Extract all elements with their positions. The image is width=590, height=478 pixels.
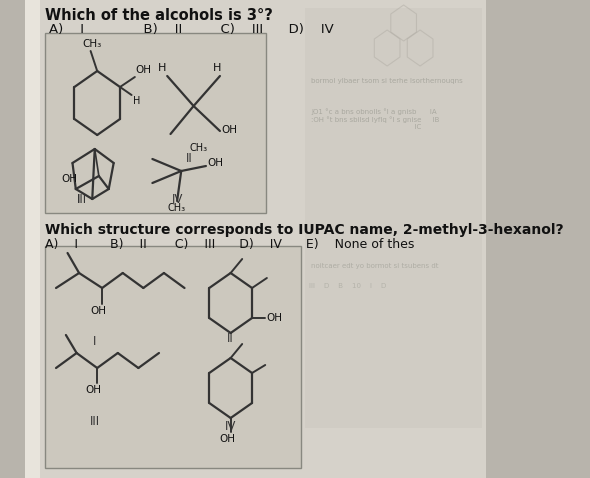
Text: OH: OH	[62, 174, 78, 184]
Text: OH: OH	[85, 385, 101, 395]
Text: OH: OH	[90, 306, 106, 316]
Text: IV: IV	[225, 420, 237, 433]
Text: II: II	[186, 152, 193, 165]
FancyBboxPatch shape	[45, 33, 266, 213]
Text: OH: OH	[266, 313, 282, 323]
Text: A)    I              B)    II         C)    III      D)    IV: A) I B) II C) III D) IV	[50, 23, 334, 36]
Text: A)    I        B)    II       C)    III      D)    IV      E)    None of thes: A) I B) II C) III D) IV E) None of thes	[45, 238, 415, 251]
FancyBboxPatch shape	[25, 0, 40, 478]
Text: CH₃: CH₃	[167, 203, 185, 213]
Text: III: III	[77, 193, 87, 206]
FancyBboxPatch shape	[45, 246, 301, 468]
Text: H: H	[158, 63, 166, 73]
Text: OH: OH	[219, 434, 235, 444]
FancyBboxPatch shape	[25, 0, 486, 478]
Text: I: I	[93, 335, 96, 348]
Text: IV: IV	[172, 193, 183, 206]
Text: JO1 °c a bns obnolls °l a gnisb      IA
:OH °t bns sbilsd lyflq °l s gnise     I: JO1 °c a bns obnolls °l a gnisb IA :OH °…	[312, 108, 440, 130]
Text: noitcaer edt yo bormot si tsubens dt: noitcaer edt yo bormot si tsubens dt	[312, 263, 439, 269]
Text: Which structure corresponds to IUPAC name, 2-methyl-3-hexanol?: Which structure corresponds to IUPAC nam…	[45, 223, 564, 237]
Text: H: H	[133, 96, 140, 106]
Text: II: II	[227, 332, 234, 345]
Text: OH: OH	[136, 65, 152, 75]
Text: I: I	[77, 193, 80, 206]
Text: OH: OH	[222, 125, 238, 135]
Text: CH₃: CH₃	[189, 143, 208, 153]
Text: OH: OH	[208, 158, 224, 168]
Text: H: H	[212, 63, 221, 73]
Text: III: III	[90, 415, 100, 428]
Text: III    D    B    10    I    D: III D B 10 I D	[309, 283, 386, 289]
FancyBboxPatch shape	[305, 8, 482, 428]
Text: CH₃: CH₃	[83, 39, 101, 49]
Text: bormol ylbaer tsom si terhe lsorthernouqns: bormol ylbaer tsom si terhe lsorthernouq…	[312, 78, 463, 84]
Text: Which of the alcohols is 3°?: Which of the alcohols is 3°?	[45, 8, 273, 23]
